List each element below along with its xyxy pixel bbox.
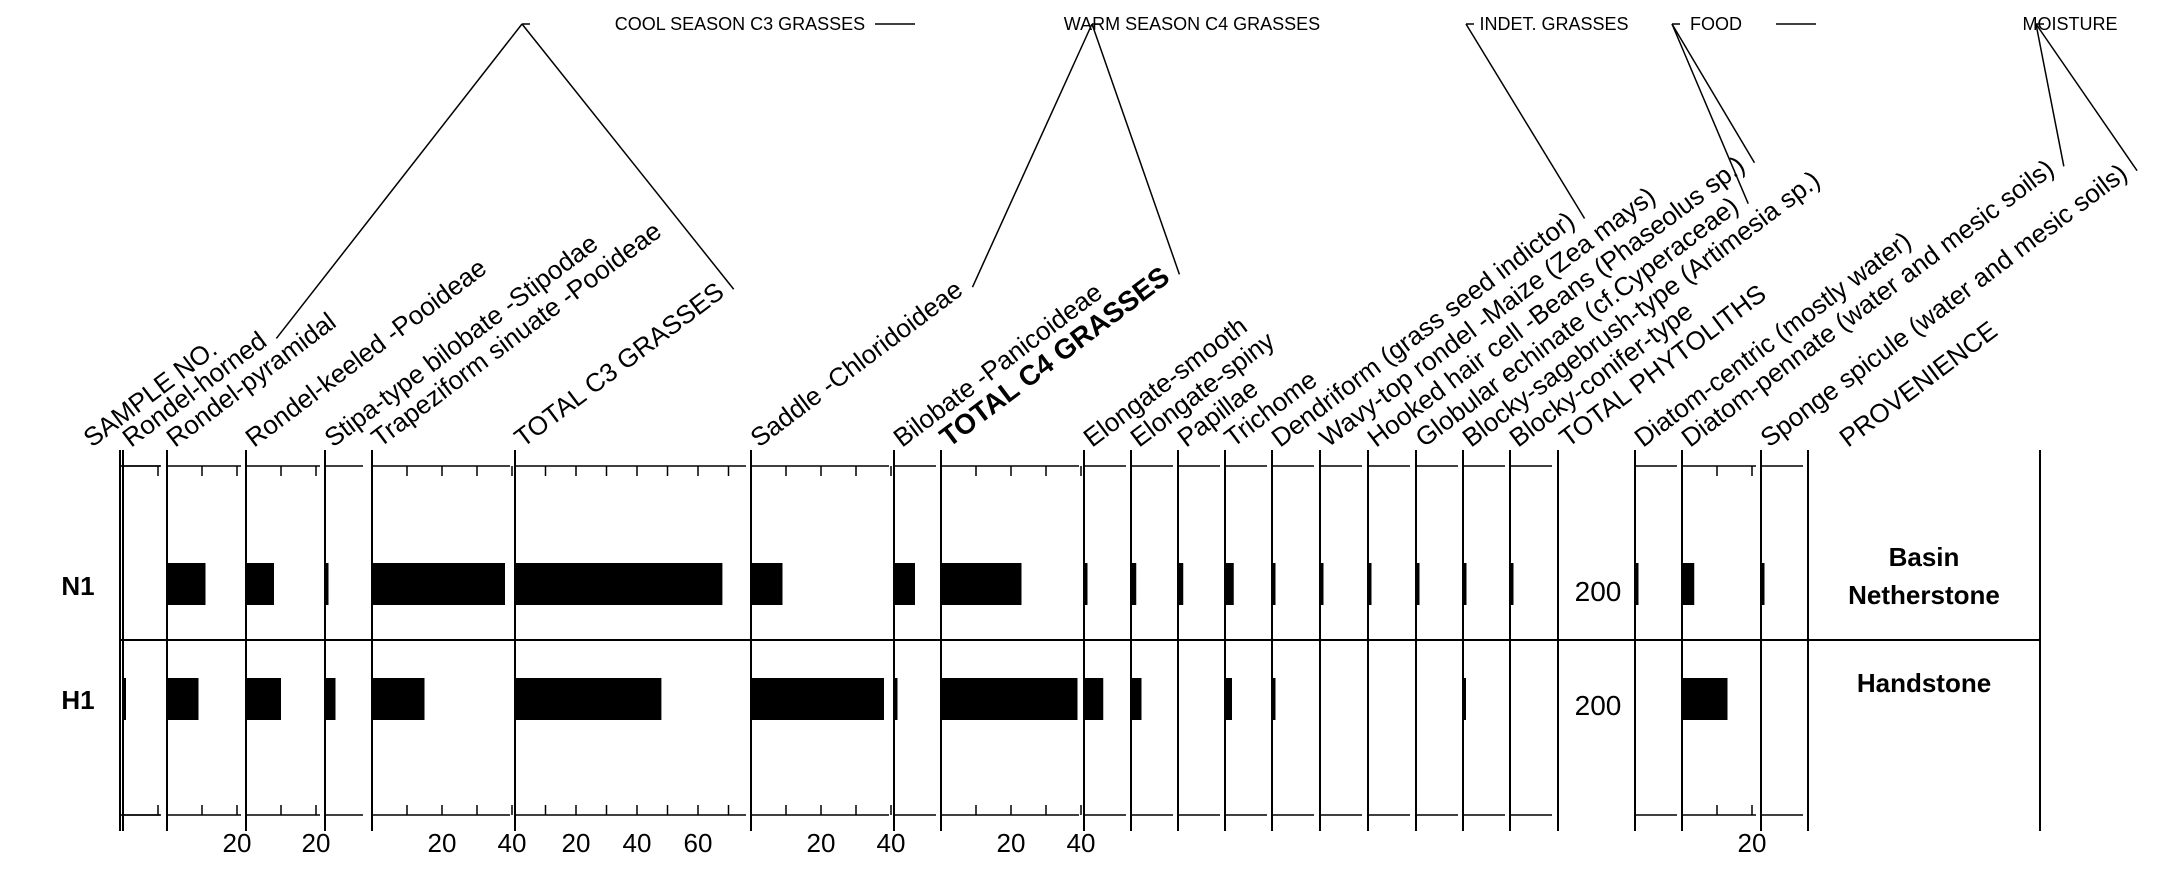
leader-line [521,23,735,290]
bar [1416,563,1420,605]
leader-line [1465,23,1586,219]
leader-line [2035,23,2138,172]
bar [123,678,126,720]
bar [751,563,783,605]
bar [1272,563,1276,605]
tick-label: 20 [223,828,252,858]
total-phytoliths-value: 200 [1575,690,1622,721]
group-headers: COOL SEASON C3 GRASSES WARM SEASON C4 GRA… [522,14,2118,34]
row-texts: N1 200 Basin Netherstone H1 200 Handstone [61,542,1999,721]
bar [167,678,199,720]
bar [1761,563,1765,605]
leader-line [971,23,1093,288]
bar [1635,563,1639,605]
bar [167,563,206,605]
bar [246,678,281,720]
leader-line [1091,23,1181,275]
bars [123,563,1765,720]
tick-label: 20 [997,828,1026,858]
bar [325,563,329,605]
sample-label: H1 [61,685,94,715]
group-label: INDET. GRASSES [1479,14,1628,34]
tick-label: 20 [1738,828,1767,858]
tick-label: 40 [877,828,906,858]
bar [1682,678,1728,720]
bar [325,678,336,720]
tick-label: 20 [428,828,457,858]
bar [894,563,915,605]
bar [246,563,274,605]
sample-label: N1 [61,571,94,601]
tick-label: 40 [1067,828,1096,858]
tick-label: 20 [562,828,591,858]
total-phytoliths-value: 200 [1575,576,1622,607]
leader-line [275,23,523,339]
bar [1131,563,1137,605]
column-frames: 20 20 20 40 20 40 60 20 40 20 40 20 [119,450,2041,858]
bar [1320,563,1324,605]
column-labels: SAMPLE NO.Rondel-hornedRondel-pyramidalR… [78,23,2138,453]
tick-label: 20 [302,828,331,858]
bar [372,563,505,605]
group-label: COOL SEASON C3 GRASSES [615,14,865,34]
bar [941,678,1078,720]
leader-line [1671,23,1749,204]
tick-label: 40 [623,828,652,858]
tick-label: 60 [684,828,713,858]
bar [941,563,1022,605]
bar [1225,563,1234,605]
group-label: FOOD [1690,14,1742,34]
tick-label: 20 [807,828,836,858]
provenience-label: Basin [1889,542,1960,572]
bar [1463,678,1466,720]
bar [1131,678,1142,720]
bar [1084,678,1104,720]
bar [1463,563,1467,605]
leader-line [2035,23,2065,167]
group-label: WARM SEASON C4 GRASSES [1064,14,1320,34]
bar [372,678,425,720]
bar [1510,563,1514,605]
group-label: MOISTURE [2022,14,2117,34]
leader-line [1671,23,1756,164]
provenience-label: Netherstone [1848,580,2000,610]
bar [894,678,898,720]
bar [515,563,723,605]
bar [1084,563,1088,605]
bar [1178,563,1184,605]
bar [1225,678,1232,720]
bar [751,678,884,720]
bar [1272,678,1276,720]
bar [1682,563,1695,605]
bar [1368,563,1372,605]
tick-label: 40 [498,828,527,858]
bar [515,678,662,720]
provenience-label: Handstone [1857,668,1991,698]
